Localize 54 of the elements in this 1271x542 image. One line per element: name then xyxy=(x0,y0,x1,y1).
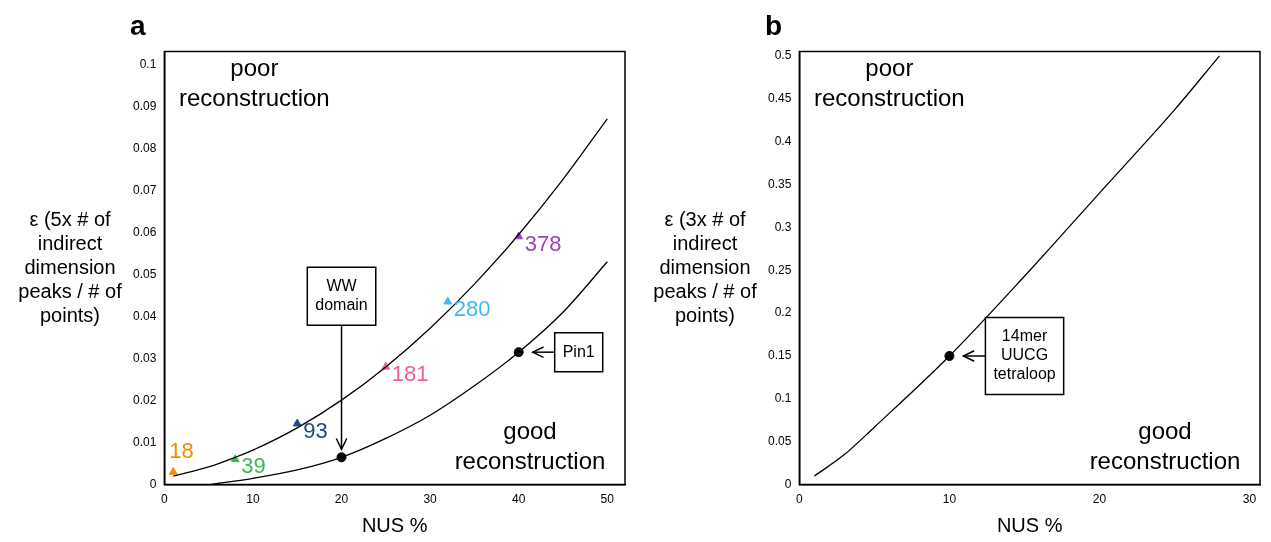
y-tick-label: 0.25 xyxy=(768,262,792,277)
annotation: poor reconstruction xyxy=(813,54,965,112)
series-label: 378 xyxy=(524,230,562,256)
series-label: 39 xyxy=(241,453,266,479)
series-label: 93 xyxy=(303,417,328,443)
y-tick-label: 0 xyxy=(149,476,157,491)
x-tick-label: 30 xyxy=(423,492,438,507)
annotation: poor reconstruction xyxy=(178,54,330,112)
annotation: good reconstruction xyxy=(1089,417,1241,475)
series-label: 181 xyxy=(391,360,429,386)
y-tick-label: 0.06 xyxy=(133,224,157,239)
y-tick-label: 0.4 xyxy=(774,133,792,148)
point xyxy=(168,466,178,475)
y-tick-label: 0.01 xyxy=(133,434,157,449)
series-label: 280 xyxy=(453,295,491,321)
y-tick-label: 0.5 xyxy=(774,48,792,63)
y-axis-title: ε (5x # of indirect dimension peaks / # of points) xyxy=(18,207,123,326)
x-axis-title: NUS % xyxy=(996,513,1063,536)
series-label: 18 xyxy=(169,438,194,464)
y-tick-label: 0.2 xyxy=(774,305,792,320)
x-tick-label: 30 xyxy=(1242,492,1257,507)
x-tick-label: 20 xyxy=(1092,492,1107,507)
x-tick-label: 50 xyxy=(600,492,615,507)
y-axis-title: ε (3x # of indirect dimension peaks / # of points) xyxy=(653,207,758,326)
x-tick-label: 10 xyxy=(942,492,957,507)
y-tick-label: 0.45 xyxy=(768,91,792,106)
y-tick-label: 0.02 xyxy=(133,392,157,407)
annotation: Pin1 xyxy=(562,342,595,360)
x-tick-label: 0 xyxy=(161,492,169,507)
annotation: good reconstruction xyxy=(454,417,606,475)
x-tick-label: 20 xyxy=(334,492,349,507)
y-tick-label: 0.05 xyxy=(768,434,792,449)
chart-title: b xyxy=(765,9,783,41)
point xyxy=(443,296,453,305)
point xyxy=(292,418,302,427)
y-tick-label: 0.15 xyxy=(768,348,792,363)
x-tick-label: 40 xyxy=(512,492,526,507)
y-tick-label: 0.08 xyxy=(133,140,157,155)
y-tick-label: 0.1 xyxy=(774,391,792,406)
x-axis-title: NUS % xyxy=(361,513,428,536)
x-tick-label: 0 xyxy=(796,492,804,507)
annotation: WW domain xyxy=(315,277,368,314)
chart-title: a xyxy=(130,9,146,41)
y-tick-label: 0.1 xyxy=(139,56,157,71)
y-tick-label: 0.05 xyxy=(133,266,157,281)
y-tick-label: 0.07 xyxy=(133,182,157,197)
y-tick-label: 0.04 xyxy=(133,308,157,323)
y-tick-label: 0.3 xyxy=(774,219,792,234)
y-tick-label: 0.09 xyxy=(133,98,157,113)
y-tick-label: 0.35 xyxy=(768,176,792,191)
y-tick-label: 0 xyxy=(784,476,792,491)
y-tick-label: 0.03 xyxy=(133,350,157,365)
x-tick-label: 10 xyxy=(246,492,260,507)
annotation: 14mer UUCG tetraloop xyxy=(993,327,1056,383)
